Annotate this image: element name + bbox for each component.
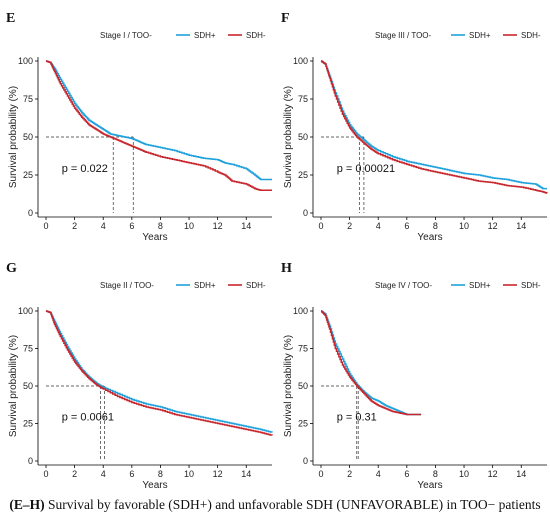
p-value: p = 0.31 [337, 412, 377, 424]
figure-caption: (E–H) Survival by favorable (SDH+) and u… [0, 497, 550, 513]
y-tick-label: 25 [298, 170, 308, 180]
y-tick-label: 25 [23, 419, 33, 429]
x-tick-label: 6 [404, 221, 409, 231]
x-tick-label: 10 [184, 469, 194, 479]
x-tick-label: 8 [158, 221, 163, 231]
panel-E: E Stage I / TOO- SDH+ SDH- 0 25 50 75 100 0 2 4 6 8 10… [6, 11, 272, 243]
y-axis-title: Survival probability (%) [283, 335, 294, 437]
y-tick-label: 75 [298, 94, 308, 104]
x-axis-title: Years [142, 232, 167, 243]
y-tick-label: 75 [23, 344, 33, 354]
legend-entry: SDH- [246, 31, 266, 40]
x-axis-title: Years [142, 480, 167, 491]
x-tick-label: 14 [516, 469, 526, 479]
x-tick-label: 0 [43, 221, 48, 231]
survival-curve-sdh-neg [320, 310, 422, 416]
legend-entry: SDH- [521, 31, 541, 40]
legend: Stage I / TOO- SDH+ SDH- [100, 31, 266, 40]
y-tick-label: 100 [18, 56, 33, 66]
x-tick-label: 14 [241, 221, 251, 231]
x-tick-label: 4 [101, 469, 106, 479]
p-value: p = 0.0061 [62, 412, 114, 424]
legend: Stage III / TOO- SDH+ SDH- [375, 31, 541, 40]
legend-entry: SDH+ [469, 281, 491, 290]
y-tick-label: 0 [28, 208, 33, 218]
y-tick-label: 50 [23, 132, 33, 142]
x-axis-title: Years [417, 480, 442, 491]
x-tick-label: 6 [129, 469, 134, 479]
panel-G: G Stage II / TOO- SDH+ SDH- 0 25 50 75 100 0 2 4 6 8 1… [6, 261, 273, 491]
legend-entry: SDH- [246, 281, 266, 290]
y-tick-label: 100 [18, 306, 33, 316]
x-tick-label: 2 [347, 469, 352, 479]
legend-entry: SDH+ [194, 281, 216, 290]
survival-curve-sdh-neg [45, 60, 272, 191]
legend-title: Stage II / TOO- [100, 281, 154, 290]
y-tick-label: 0 [28, 456, 33, 466]
y-tick-label: 25 [23, 170, 33, 180]
x-tick-label: 2 [72, 469, 77, 479]
caption-label: (E–H) [9, 497, 45, 512]
x-tick-label: 12 [488, 469, 498, 479]
y-tick-label: 75 [298, 344, 308, 354]
x-tick-label: 14 [241, 469, 251, 479]
panel-F: F Stage III / TOO- SDH+ SDH- 0 25 50 75 100 0 2 4 6 8… [281, 11, 548, 243]
legend-title: Stage I / TOO- [100, 31, 152, 40]
survival-curve-sdh-pos [320, 310, 422, 416]
x-tick-label: 10 [184, 221, 194, 231]
x-tick-label: 0 [318, 469, 323, 479]
caption-text: Survival by favorable (SDH+) and unfavor… [44, 497, 541, 512]
y-tick-label: 75 [23, 94, 33, 104]
y-tick-label: 50 [23, 381, 33, 391]
x-tick-label: 8 [433, 469, 438, 479]
survival-curve-sdh-neg [320, 60, 548, 194]
y-tick-label: 50 [298, 132, 308, 142]
y-axis-title: Survival probability (%) [8, 335, 19, 437]
legend-title: Stage IV / TOO- [375, 281, 432, 290]
panel-letter: F [281, 11, 290, 26]
x-tick-label: 8 [433, 221, 438, 231]
legend-entry: SDH- [521, 281, 541, 290]
y-tick-label: 100 [293, 56, 308, 66]
survival-curve-sdh-neg [45, 310, 273, 436]
p-value: p = 0.022 [62, 163, 108, 175]
survival-curve-sdh-pos [320, 60, 547, 190]
legend-entry: SDH+ [469, 31, 491, 40]
y-tick-label: 0 [303, 456, 308, 466]
x-tick-label: 12 [488, 221, 498, 231]
legend-entry: SDH+ [194, 31, 216, 40]
p-value: p = 0.00021 [337, 163, 395, 175]
x-tick-label: 2 [347, 221, 352, 231]
x-tick-label: 0 [43, 469, 48, 479]
x-tick-label: 4 [101, 221, 106, 231]
x-tick-label: 10 [459, 221, 469, 231]
x-tick-label: 0 [318, 221, 323, 231]
x-tick-label: 12 [213, 221, 223, 231]
legend-title: Stage III / TOO- [375, 31, 432, 40]
survival-curve-sdh-pos [45, 60, 272, 181]
y-axis-title: Survival probability (%) [8, 86, 19, 188]
y-tick-label: 0 [303, 208, 308, 218]
x-tick-label: 10 [459, 469, 469, 479]
y-tick-label: 25 [298, 419, 308, 429]
x-tick-label: 4 [376, 221, 381, 231]
panel-letter: G [6, 261, 17, 276]
panel-letter: E [6, 11, 15, 26]
x-tick-label: 4 [376, 469, 381, 479]
y-tick-label: 50 [298, 381, 308, 391]
x-tick-label: 8 [158, 469, 163, 479]
x-tick-label: 2 [72, 221, 77, 231]
x-axis-title: Years [417, 232, 442, 243]
panel-letter: H [281, 261, 292, 276]
legend: Stage IV / TOO- SDH+ SDH- [375, 281, 541, 290]
x-tick-label: 6 [404, 469, 409, 479]
x-tick-label: 6 [129, 221, 134, 231]
y-axis-title: Survival probability (%) [283, 86, 294, 188]
x-tick-label: 12 [213, 469, 223, 479]
y-tick-label: 100 [293, 306, 308, 316]
legend: Stage II / TOO- SDH+ SDH- [100, 281, 266, 290]
x-tick-label: 14 [516, 221, 526, 231]
panel-H: H Stage IV / TOO- SDH+ SDH- 0 25 50 75 100 0 2 4 6 8 1… [281, 261, 547, 491]
